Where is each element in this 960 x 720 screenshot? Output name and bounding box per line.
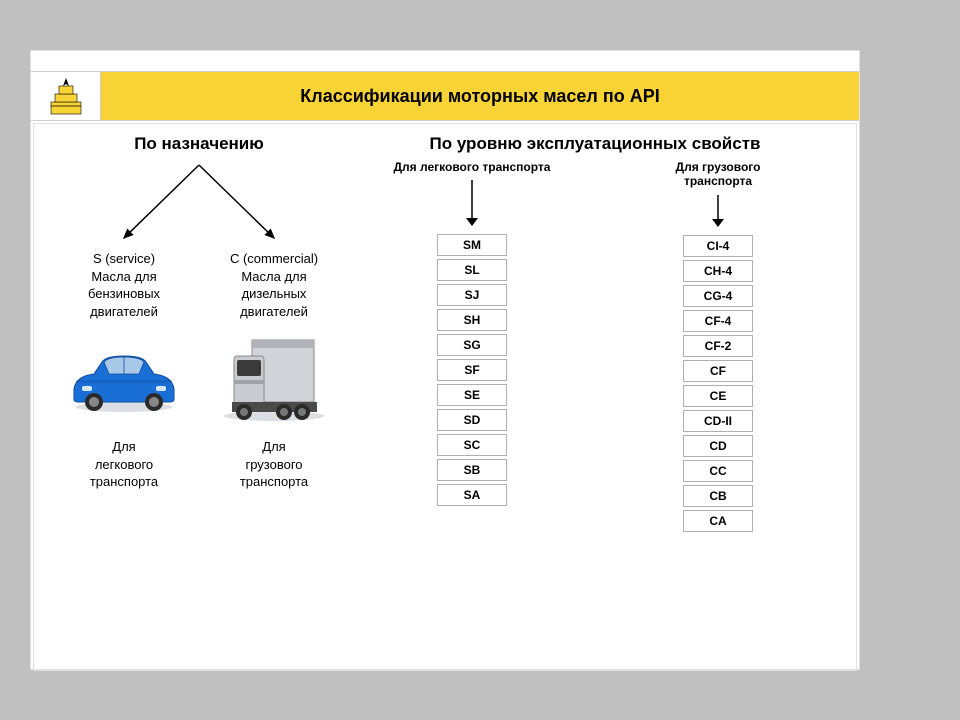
caption-line: транспорта: [54, 473, 194, 491]
caption-row: Для легкового транспорта Для грузового т…: [54, 438, 344, 491]
purpose-s-line: двигателей: [54, 303, 194, 321]
col-heavy: Для грузового транспорта CI-4 CH-4 CG-4 CF-…: [600, 160, 836, 532]
code-cell: SA: [437, 484, 507, 506]
code-cell: SG: [437, 334, 507, 356]
code-cell: CF-4: [683, 310, 753, 332]
code-cell: SD: [437, 409, 507, 431]
heading-by-performance: По уровню эксплуатационных свойств: [354, 134, 836, 154]
purpose-s-box: S (service) Масла для бензиновых двигате…: [54, 250, 194, 320]
truck-cell: [204, 334, 344, 424]
caption-line: Для: [204, 438, 344, 456]
code-cell: CD-II: [683, 410, 753, 432]
code-cell: CF: [683, 360, 753, 382]
slide-title: Классификации моторных масел по API: [101, 72, 859, 120]
code-cell: CC: [683, 460, 753, 482]
code-cell: SE: [437, 384, 507, 406]
light-heading: Для легкового транспорта: [354, 160, 590, 174]
purpose-s-line: бензиновых: [54, 285, 194, 303]
heavy-heading-line: Для грузового: [600, 160, 836, 174]
code-cell: CH-4: [683, 260, 753, 282]
code-cell: CG-4: [683, 285, 753, 307]
header-row: Классификации моторных масел по API: [31, 71, 859, 121]
code-cell: CD: [683, 435, 753, 457]
heavy-heading-line: транспорта: [600, 174, 836, 188]
purpose-c-line: дизельных: [204, 285, 344, 303]
col-purpose: S (service) Масла для бензиновых двигате…: [54, 160, 344, 491]
code-cell: CE: [683, 385, 753, 407]
heavy-heading: Для грузового транспорта: [600, 160, 836, 189]
code-cell: SF: [437, 359, 507, 381]
purpose-s-line: Масла для: [54, 268, 194, 286]
content-area: По назначению По уровню эксплуатационных…: [33, 123, 857, 671]
purpose-arrows-icon: [54, 160, 344, 250]
code-cell: SH: [437, 309, 507, 331]
purpose-c-box: C (commercial) Масла для дизельных двига…: [204, 250, 344, 320]
car-icon: [64, 344, 184, 414]
heading-by-purpose: По назначению: [54, 134, 344, 154]
caption-line: грузового: [204, 456, 344, 474]
caption-line: легкового: [54, 456, 194, 474]
code-cell: SM: [437, 234, 507, 256]
code-cell: SC: [437, 434, 507, 456]
purpose-boxes: S (service) Масла для бензиновых двигате…: [54, 250, 344, 320]
caption-line: Для: [54, 438, 194, 456]
purpose-c-line: Масла для: [204, 268, 344, 286]
code-cell: CI-4: [683, 235, 753, 257]
code-cell: SL: [437, 259, 507, 281]
columns: S (service) Масла для бензиновых двигате…: [54, 160, 836, 532]
code-cell: SB: [437, 459, 507, 481]
down-arrow-icon: [708, 193, 728, 229]
caption-car: Для легкового транспорта: [54, 438, 194, 491]
truck-icon: [214, 334, 334, 424]
top-headings: По назначению По уровню эксплуатационных…: [54, 134, 836, 154]
down-arrow-icon: [462, 178, 482, 228]
col-light: Для легкового транспорта SMSLSJSHSGSFSES…: [354, 160, 590, 506]
heavy-code-list: CI-4 CH-4 CG-4 CF-4 CF-2 CF CE CD-II CD CC CB CA: [600, 235, 836, 532]
caption-truck: Для грузового транспорта: [204, 438, 344, 491]
car-cell: [54, 334, 194, 424]
purpose-c-line: C (commercial): [204, 250, 344, 268]
rosneft-logo-icon: [41, 76, 91, 116]
slide: Классификации моторных масел по API По н…: [30, 50, 860, 670]
code-cell: CA: [683, 510, 753, 532]
caption-line: транспорта: [204, 473, 344, 491]
logo-cell: [31, 72, 101, 120]
light-heading-line: Для легкового транспорта: [394, 160, 551, 174]
light-code-list: SM SL SJ SH SG SF SE SD SC SB SA: [354, 234, 590, 506]
code-cell: CB: [683, 485, 753, 507]
purpose-c-line: двигателей: [204, 303, 344, 321]
purpose-s-line: S (service): [54, 250, 194, 268]
code-cell: SJ: [437, 284, 507, 306]
code-cell: CF-2: [683, 335, 753, 357]
vehicle-row: [54, 334, 344, 424]
